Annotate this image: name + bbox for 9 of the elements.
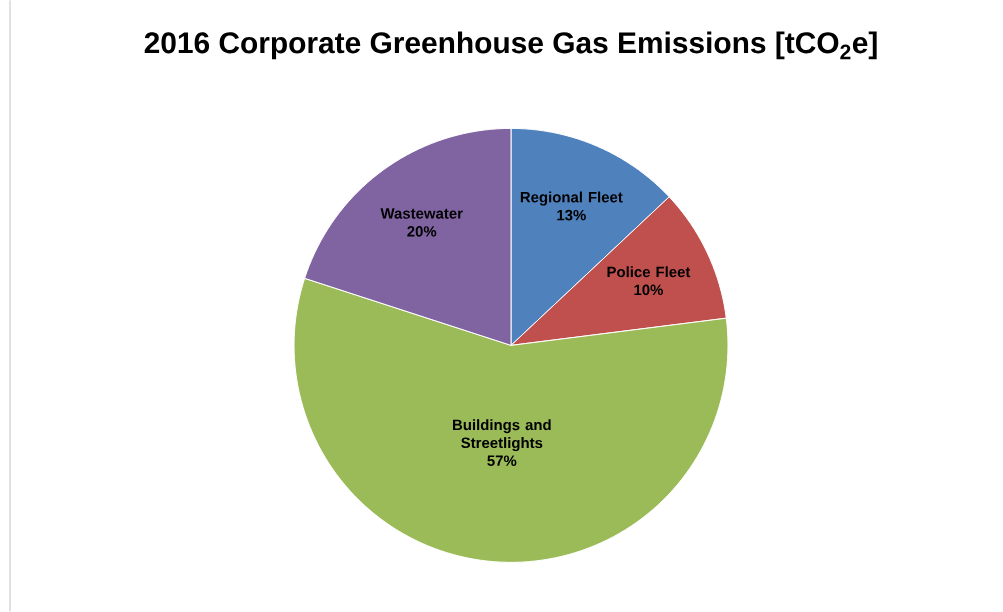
data-label: 20% bbox=[407, 226, 437, 237]
slice-label: Wastewater bbox=[380, 208, 463, 219]
data-label: 10% bbox=[634, 284, 663, 296]
slice-label: Regional Fleet bbox=[520, 191, 623, 206]
slice-label: Police Fleet bbox=[607, 266, 691, 278]
chart-title: 2016 Corporate Greenhouse Gas Emissions [tCO$_{2}$e] bbox=[144, 31, 877, 60]
data-label: 13% bbox=[557, 209, 586, 221]
slice-label: Buildings and Streetlights bbox=[453, 419, 551, 452]
data-label: 57% bbox=[487, 455, 517, 467]
